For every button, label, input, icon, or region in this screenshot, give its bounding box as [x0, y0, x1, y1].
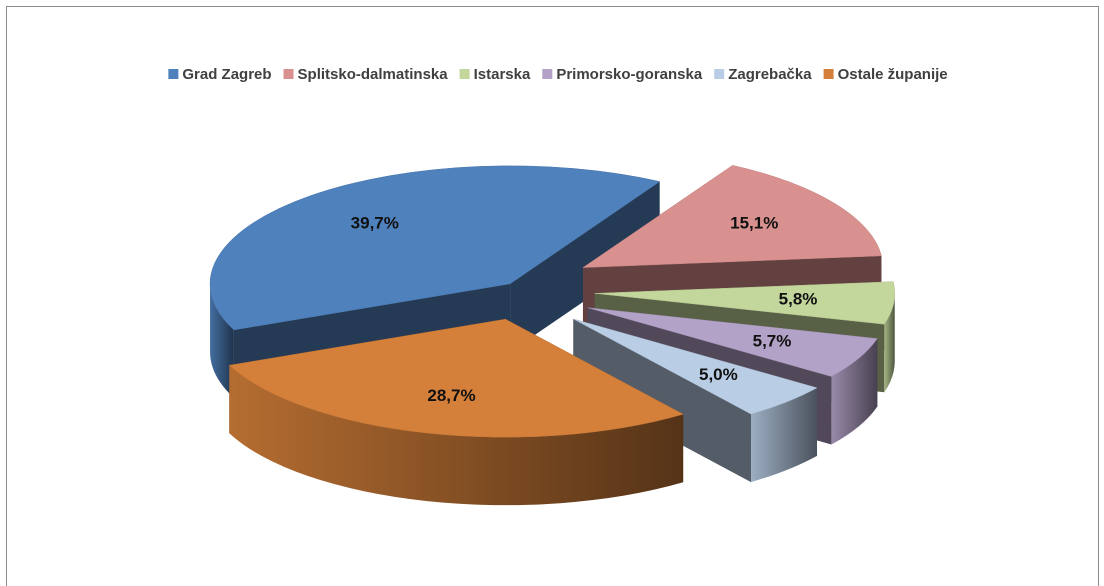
legend-label: Splitsko-dalmatinska — [298, 66, 449, 83]
pie-slice — [228, 318, 684, 438]
slice-outer-wall — [884, 293, 895, 393]
legend: Grad Zagreb Splitsko-dalmatinska Istarska P… — [168, 66, 948, 83]
data-label: 5,8% — [779, 289, 818, 308]
legend-label: Grad Zagreb — [182, 66, 271, 83]
pie-slice — [582, 165, 882, 268]
legend-label: Ostale županije — [838, 66, 948, 83]
legend-swatch — [459, 69, 470, 79]
legend-swatch — [283, 69, 294, 79]
data-label: 15,1% — [730, 213, 778, 232]
data-label: 5,7% — [753, 332, 792, 351]
legend-label: Zagrebačka — [728, 66, 812, 83]
legend-swatch — [823, 69, 834, 79]
legend-swatch — [714, 69, 725, 79]
slice-outer-wall — [751, 387, 818, 483]
slice-outer-wall — [229, 365, 684, 506]
pie-slice — [594, 281, 895, 325]
slice-cut-face — [573, 319, 752, 483]
slice-outer-wall — [210, 283, 234, 398]
pie-slice — [209, 165, 661, 331]
pie-tops: 39,7% 15,1% 5,8% 5,7% 5,0% 28,7% — [209, 165, 895, 438]
data-label: 39,7% — [351, 213, 399, 232]
data-label: 5,0% — [699, 365, 738, 384]
legend-swatch — [542, 69, 553, 79]
pie-slice — [587, 307, 878, 377]
slice-outer-wall — [831, 338, 878, 445]
data-label: 28,7% — [427, 386, 475, 405]
legend-label: Primorsko-goranska — [556, 66, 703, 83]
pie-slice — [573, 318, 818, 415]
legend-swatch — [168, 69, 179, 79]
legend-label: Istarska — [474, 66, 531, 83]
